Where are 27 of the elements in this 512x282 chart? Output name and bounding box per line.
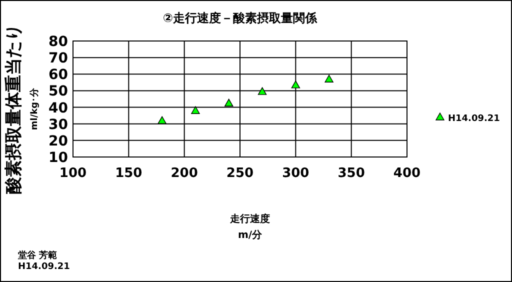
x-tick-label: 350	[338, 166, 365, 181]
y-tick-label: 70	[48, 50, 68, 67]
x-tick-label: 250	[226, 166, 254, 181]
point	[158, 116, 166, 124]
y-axis-title: 酸素摂取量体重当たり ml/kg･分	[4, 24, 40, 194]
x-axis-title: 走行速度 m/分	[229, 213, 270, 241]
text: H14.09.21	[18, 262, 70, 272]
x-tick-label: 400	[393, 166, 421, 181]
y-tick-label: 40	[48, 100, 68, 116]
y-tick-label: 30	[48, 116, 68, 133]
x-tick-label: 100	[59, 166, 87, 181]
y-tick-label: 10	[48, 150, 68, 166]
x-tick-label: 150	[115, 166, 142, 181]
point	[324, 74, 334, 82]
y-tick-label: 20	[48, 133, 68, 150]
legend-label: H14.09.21	[448, 114, 500, 124]
point	[191, 106, 200, 114]
y-tick-label: 60	[48, 67, 68, 84]
y-tick-label: 50	[48, 84, 68, 100]
text: 堂谷 芳範	[17, 250, 58, 261]
x-tick-label: 200	[170, 166, 198, 181]
y-tick-label: 80	[48, 34, 68, 50]
point	[224, 98, 234, 106]
point	[291, 80, 300, 88]
chart-title: ②走行速度－酸素摂取量関係	[162, 11, 318, 25]
x-tick-label: 300	[282, 166, 310, 181]
point	[258, 87, 267, 95]
